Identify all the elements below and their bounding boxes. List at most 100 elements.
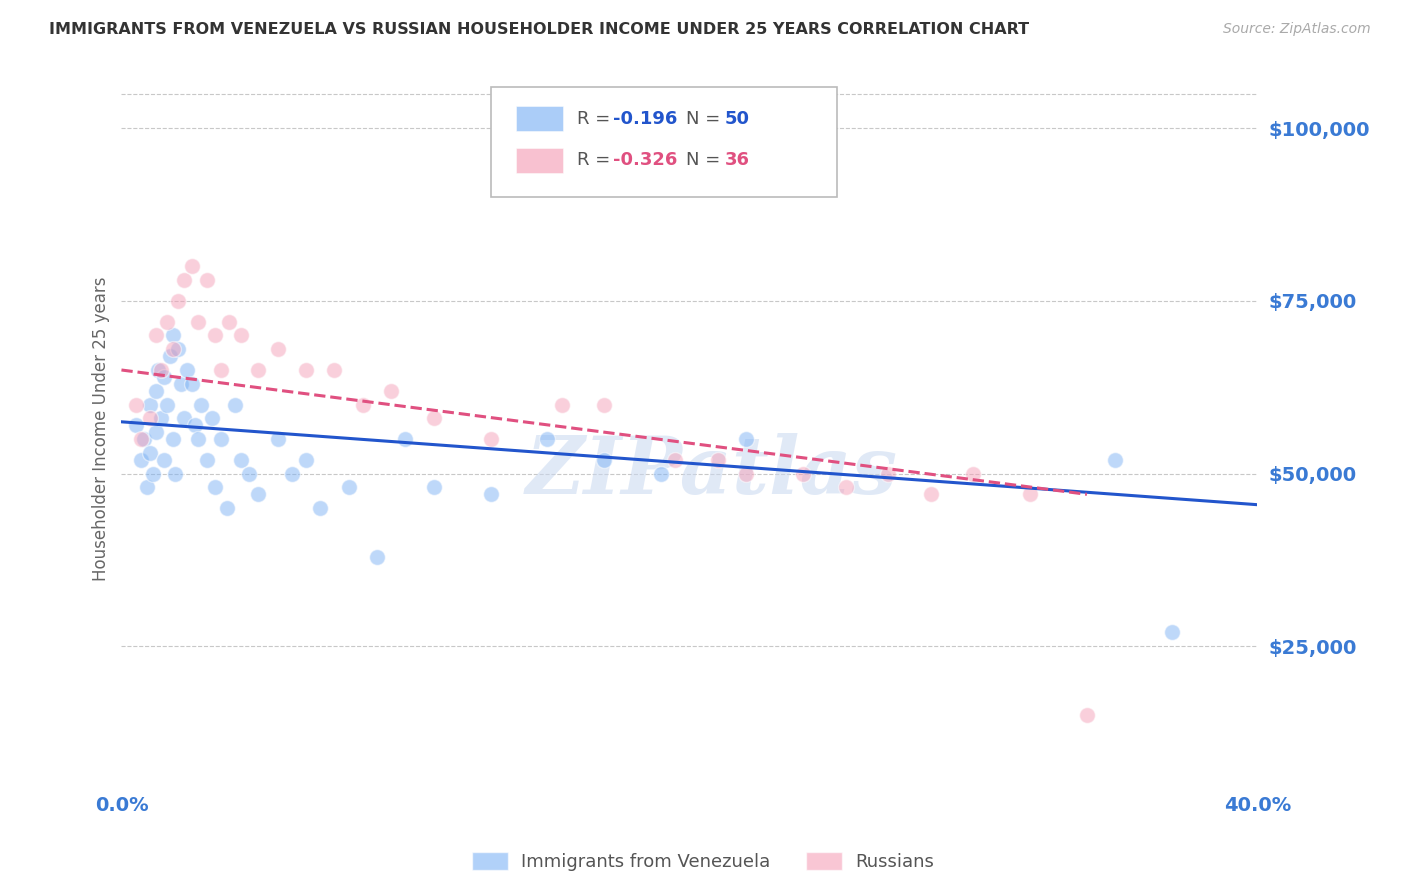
Point xyxy=(266,343,288,357)
Point xyxy=(215,501,238,516)
Text: -0.196: -0.196 xyxy=(613,110,678,128)
Text: -0.326: -0.326 xyxy=(613,152,678,169)
Point xyxy=(124,418,146,433)
Point xyxy=(735,432,758,446)
Text: 50: 50 xyxy=(724,110,749,128)
Text: IMMIGRANTS FROM VENEZUELA VS RUSSIAN HOUSEHOLDER INCOME UNDER 25 YEARS CORRELATI: IMMIGRANTS FROM VENEZUELA VS RUSSIAN HOU… xyxy=(49,22,1029,37)
Point xyxy=(159,349,181,363)
Point xyxy=(707,452,730,467)
Point xyxy=(309,501,332,516)
Point xyxy=(181,376,204,391)
Point xyxy=(246,487,269,501)
Point xyxy=(834,480,856,494)
Point xyxy=(246,363,269,377)
Point xyxy=(650,467,672,481)
Point xyxy=(134,432,156,446)
FancyBboxPatch shape xyxy=(516,148,564,172)
Point xyxy=(877,467,900,481)
Text: 36: 36 xyxy=(724,152,749,169)
Point xyxy=(295,363,318,377)
Point xyxy=(735,467,758,481)
Point xyxy=(148,363,170,377)
Point xyxy=(165,467,187,481)
Point xyxy=(181,260,204,274)
Point xyxy=(139,411,162,425)
Point xyxy=(124,398,146,412)
Point xyxy=(156,315,179,329)
Point xyxy=(423,411,446,425)
Point xyxy=(281,467,304,481)
Point xyxy=(162,343,184,357)
Point xyxy=(195,273,218,287)
Point xyxy=(204,480,226,494)
Point xyxy=(423,480,446,494)
Point xyxy=(145,384,167,398)
Point xyxy=(131,452,153,467)
Y-axis label: Householder Income Under 25 years: Householder Income Under 25 years xyxy=(93,277,110,581)
Point xyxy=(184,418,207,433)
Point xyxy=(962,467,984,481)
Point xyxy=(229,328,252,343)
Point xyxy=(139,446,162,460)
Point xyxy=(479,487,502,501)
Point xyxy=(136,480,159,494)
Point xyxy=(204,328,226,343)
Point xyxy=(380,384,402,398)
Point xyxy=(153,370,176,384)
Point xyxy=(209,363,232,377)
FancyBboxPatch shape xyxy=(491,87,837,197)
Point xyxy=(173,273,195,287)
Point xyxy=(195,452,218,467)
Text: Source: ZipAtlas.com: Source: ZipAtlas.com xyxy=(1223,22,1371,37)
Point xyxy=(1076,708,1098,723)
Point xyxy=(238,467,260,481)
Point xyxy=(394,432,416,446)
Point xyxy=(190,398,212,412)
Point xyxy=(224,398,246,412)
Point xyxy=(131,432,153,446)
Text: R =: R = xyxy=(576,110,616,128)
Point xyxy=(593,398,616,412)
Point xyxy=(162,432,184,446)
Point xyxy=(139,398,162,412)
Point xyxy=(201,411,224,425)
Point xyxy=(792,467,814,481)
Point xyxy=(145,328,167,343)
Point xyxy=(1104,452,1126,467)
Text: N =: N = xyxy=(686,110,725,128)
Point xyxy=(150,363,173,377)
Text: N =: N = xyxy=(686,152,725,169)
Point xyxy=(145,425,167,439)
Point xyxy=(173,411,195,425)
Point xyxy=(550,398,572,412)
Text: ZIPatlas: ZIPatlas xyxy=(526,433,898,510)
Point xyxy=(187,432,209,446)
Point xyxy=(266,432,288,446)
Point xyxy=(167,293,190,308)
Legend: Immigrants from Venezuela, Russians: Immigrants from Venezuela, Russians xyxy=(465,845,941,879)
Point xyxy=(218,315,240,329)
Point xyxy=(479,432,502,446)
Point xyxy=(153,452,176,467)
Point xyxy=(170,376,193,391)
Point xyxy=(156,398,179,412)
Point xyxy=(229,452,252,467)
Point xyxy=(150,411,173,425)
Text: R =: R = xyxy=(576,152,616,169)
Point xyxy=(142,467,165,481)
Point xyxy=(366,549,388,564)
Point xyxy=(162,328,184,343)
Point xyxy=(536,432,558,446)
FancyBboxPatch shape xyxy=(516,106,564,130)
Point xyxy=(323,363,346,377)
Point xyxy=(337,480,360,494)
Point xyxy=(1161,625,1184,640)
Point xyxy=(920,487,942,501)
Point xyxy=(593,452,616,467)
Point xyxy=(1019,487,1042,501)
Point xyxy=(352,398,374,412)
Point xyxy=(664,452,686,467)
Point xyxy=(176,363,198,377)
Point xyxy=(295,452,318,467)
Point xyxy=(167,343,190,357)
